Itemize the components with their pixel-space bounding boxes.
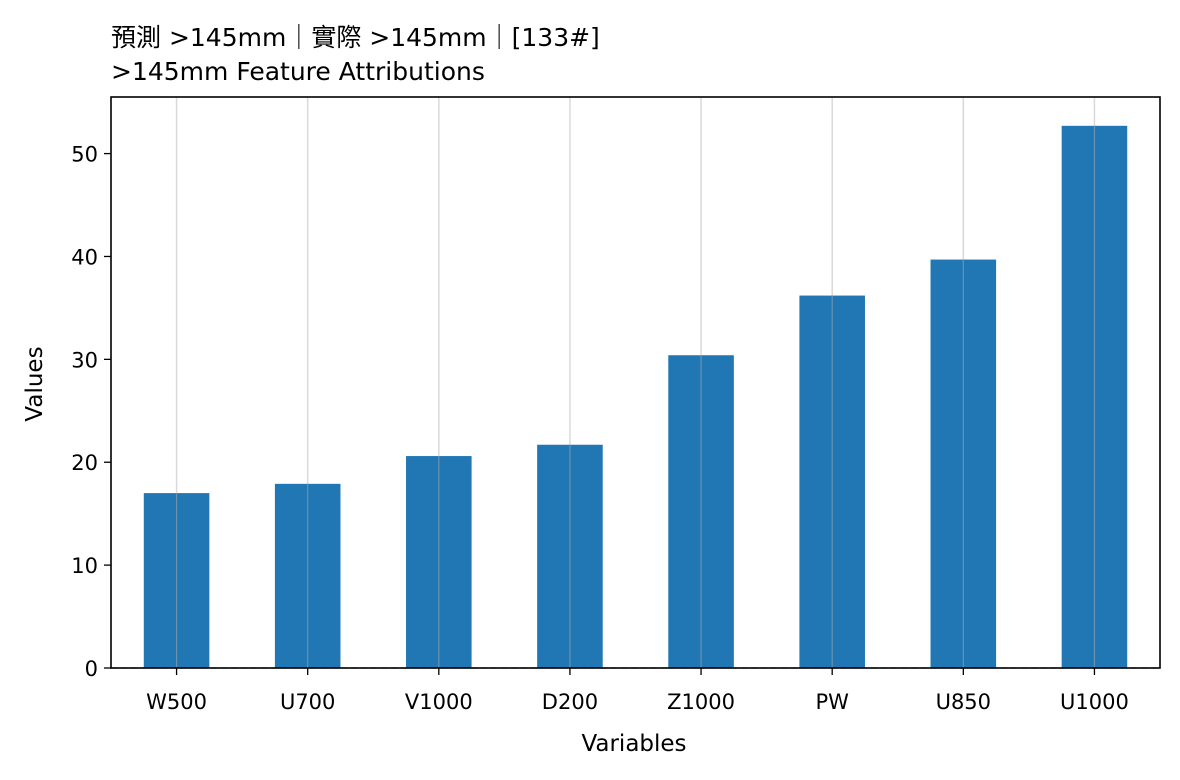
y-tick-label: 0 <box>85 657 98 681</box>
y-tick-label: 20 <box>71 451 98 475</box>
plot-frame <box>110 96 1161 669</box>
x-tick-label: Z1000 <box>667 690 735 714</box>
x-tick-label: U850 <box>936 690 991 714</box>
chart-title: 預測 >145mm｜實際 >145mm｜[133#] <box>111 23 600 52</box>
gridlines-over-bars <box>175 125 1096 668</box>
x-axis-label: Variables <box>581 731 686 757</box>
x-tick-label: U1000 <box>1060 690 1129 714</box>
x-tick-label: U700 <box>280 690 335 714</box>
y-tick-label: 30 <box>71 348 98 372</box>
y-tick-label: 40 <box>71 245 98 269</box>
x-tick-label: V1000 <box>405 690 473 714</box>
x-tick-label: PW <box>815 690 849 714</box>
y-axis-label: Values <box>22 346 48 421</box>
chart-subtitle: >145mm Feature Attributions <box>111 57 485 86</box>
y-tick-label: 50 <box>71 143 98 167</box>
x-axis-ticks: W500 U700 V1000 D200 Z1000 PW U850 U1000 <box>146 668 1129 714</box>
x-tick-label: W500 <box>146 690 207 714</box>
bars <box>143 125 1128 669</box>
y-axis-ticks: 0 10 20 30 40 50 <box>71 143 111 681</box>
y-tick-label: 10 <box>71 554 98 578</box>
x-tick-label: D200 <box>542 690 598 714</box>
